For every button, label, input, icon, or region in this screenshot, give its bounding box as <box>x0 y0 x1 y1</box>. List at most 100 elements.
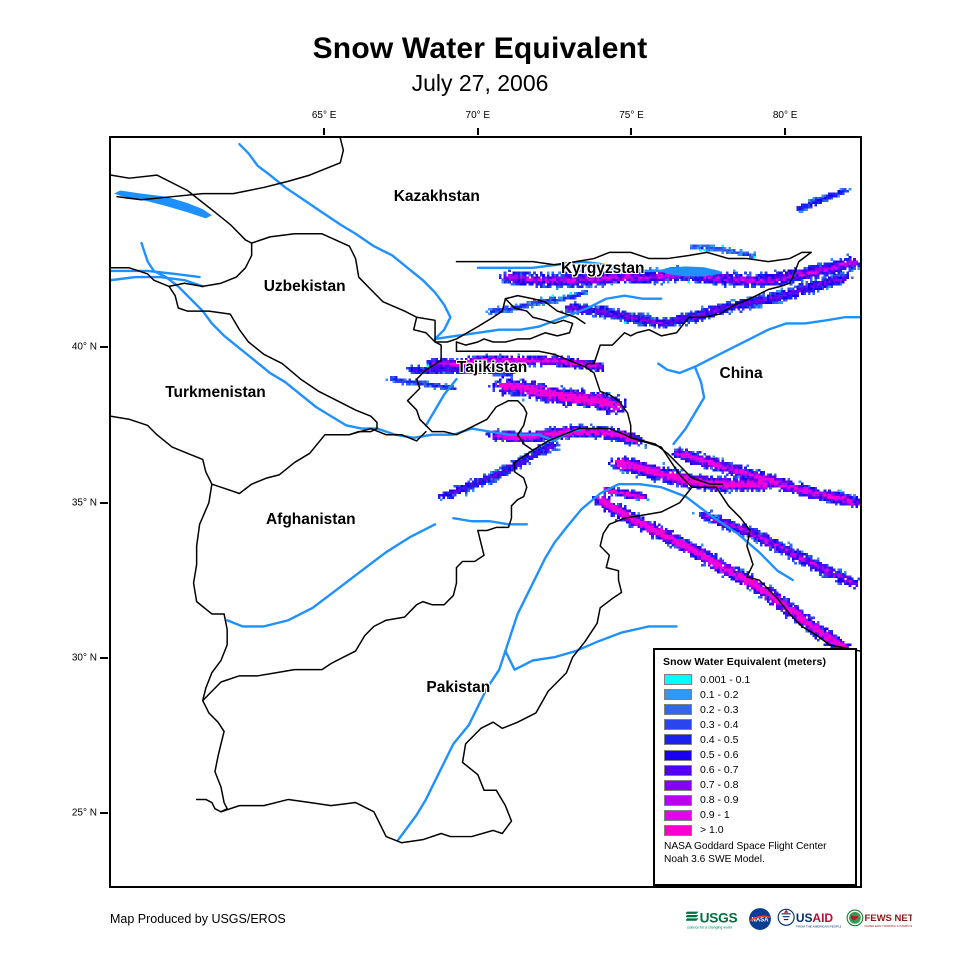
legend-row: 0.4 - 0.5 <box>662 732 848 747</box>
legend-swatch <box>664 689 692 701</box>
country-border <box>111 174 586 343</box>
legend-swatch <box>664 824 692 836</box>
lon-tick-mark <box>323 128 326 135</box>
legend-row: 0.9 - 1 <box>662 808 848 823</box>
footer-logos: USGS science for a changing world NASA U… <box>686 906 912 932</box>
legend-row: 0.5 - 0.6 <box>662 747 848 762</box>
lat-tick-mark <box>100 812 108 815</box>
river <box>657 316 860 375</box>
svg-text:AID: AID <box>812 911 833 925</box>
legend-row: 0.7 - 0.8 <box>662 778 848 793</box>
lon-tick-label: 75° E <box>619 110 644 121</box>
page-subtitle: July 27, 2006 <box>411 70 549 96</box>
river <box>225 523 437 628</box>
usaid-logo[interactable]: US AID FROM THE AMERICAN PEOPLE <box>777 907 841 931</box>
river <box>672 365 706 446</box>
country-border <box>629 437 724 485</box>
legend-label: 0.7 - 0.8 <box>700 779 739 792</box>
legend-note: Noah 3.6 SWE Model. <box>664 854 765 866</box>
svg-text:USGS: USGS <box>700 910 738 925</box>
river <box>452 516 528 526</box>
legend-swatch <box>664 779 692 791</box>
legend-label: 0.001 - 0.1 <box>700 673 751 686</box>
lat-tick-mark <box>100 346 108 349</box>
legend-note: NASA Goddard Space Flight Center <box>664 841 827 853</box>
snow-raster-layer <box>385 187 860 653</box>
lon-tick-label: 65° E <box>311 110 337 121</box>
legend-label: 0.3 - 0.4 <box>700 718 739 731</box>
lon-tick-label: 70° E <box>465 110 491 121</box>
country-border <box>339 138 345 164</box>
river <box>397 482 794 841</box>
legend-title: Snow Water Equivalent (meters) <box>663 656 827 668</box>
fewsnet-logo[interactable]: FEWS NET FAMINE EARLY WARNING SYSTEMS NE… <box>846 907 912 931</box>
lat-tick-label: 35° N <box>71 497 97 509</box>
country-border <box>455 251 812 266</box>
footer-credit: Map Produced by USGS/EROS <box>110 912 286 926</box>
nasa-logo[interactable]: NASA <box>748 907 772 931</box>
lake-issyk-kul <box>658 266 723 277</box>
svg-text:FAMINE EARLY WARNING SYSTEMS N: FAMINE EARLY WARNING SYSTEMS NETWORK <box>864 924 912 928</box>
hydrology-layer <box>111 142 860 841</box>
country-border <box>455 297 574 346</box>
legend-label: 0.5 - 0.6 <box>700 749 739 762</box>
country-border <box>116 162 342 201</box>
legend-swatch <box>664 749 692 761</box>
lat-tick-mark <box>100 501 108 504</box>
country-border <box>220 486 693 844</box>
country-border <box>746 576 860 652</box>
legend-entries: 0.001 - 0.1 0.1 - 0.2 0.2 - 0.3 0.3 - 0.4 0.… <box>662 672 848 838</box>
legend-label: 0.9 - 1 <box>700 809 730 822</box>
legend-swatch <box>664 719 692 731</box>
legend-row: > 1.0 <box>662 823 848 838</box>
svg-text:US: US <box>796 911 813 925</box>
legend-row: 0.3 - 0.4 <box>662 717 848 732</box>
legend-swatch <box>664 674 692 686</box>
svg-text:NASA: NASA <box>751 918 769 924</box>
country-border <box>455 341 586 368</box>
usgs-logo[interactable]: USGS science for a changing world <box>686 907 743 931</box>
legend-swatch <box>664 734 692 746</box>
map-frame[interactable]: Kazakhstan Uzbekistan Kyrgyzstan Turkmenist… <box>109 136 862 888</box>
legend-label: 0.4 - 0.5 <box>700 733 739 746</box>
lat-tick-label: 30° N <box>71 652 97 664</box>
snow-class-cells <box>410 190 859 647</box>
river <box>537 427 587 443</box>
legend-label: 0.6 - 0.7 <box>700 764 739 777</box>
map-canvas[interactable] <box>111 138 860 886</box>
snow-class-cells <box>433 262 854 653</box>
river <box>424 377 458 427</box>
map-legend: Snow Water Equivalent (meters) 0.001 - 0… <box>653 648 857 886</box>
river <box>238 142 452 341</box>
lat-tick-label: 25° N <box>71 807 97 819</box>
legend-row: 0.001 - 0.1 <box>662 672 848 687</box>
legend-row: 0.8 - 0.9 <box>662 793 848 808</box>
lake-aral-sea <box>114 190 212 219</box>
legend-notes: NASA Goddard Space Flight Center Noah 3.6… <box>662 840 848 866</box>
lon-tick-mark <box>784 128 787 135</box>
legend-label: 0.8 - 0.9 <box>700 794 739 807</box>
lon-tick-mark <box>476 128 479 135</box>
legend-label: 0.1 - 0.2 <box>700 688 739 701</box>
legend-label: > 1.0 <box>700 824 724 837</box>
country-border <box>201 449 534 702</box>
river <box>111 275 204 288</box>
lon-tick-mark <box>630 128 633 135</box>
legend-swatch <box>664 809 692 821</box>
country-border <box>348 427 427 442</box>
lat-tick-mark <box>100 657 108 660</box>
country-border <box>629 437 754 578</box>
country-border <box>584 251 812 368</box>
country-border <box>406 316 632 451</box>
river <box>111 269 201 279</box>
legend-swatch <box>664 764 692 776</box>
country-border <box>111 415 351 495</box>
svg-text:science for a changing world: science for a changing world <box>687 926 732 930</box>
river <box>476 260 663 273</box>
legend-row: 0.6 - 0.7 <box>662 763 848 778</box>
country-border <box>584 366 632 439</box>
river <box>504 625 678 671</box>
legend-row: 0.1 - 0.2 <box>662 687 848 702</box>
country-border <box>168 242 253 288</box>
